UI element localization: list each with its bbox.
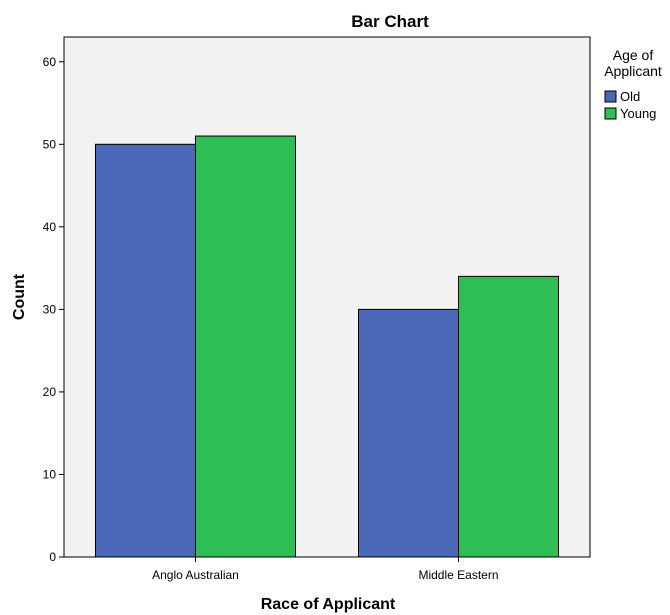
legend-swatch-old: [604, 90, 617, 103]
x-tick-label: Anglo Australian: [152, 568, 239, 582]
y-tick-label: 0: [49, 550, 56, 564]
bar-young-2: [458, 275, 559, 558]
bars: [95, 135, 559, 558]
legend: Age of Applicant Old Young: [604, 47, 662, 121]
bar-old-1: [95, 143, 196, 558]
y-tick-label: 60: [43, 55, 57, 69]
y-axis: 0 10 20 30 40 50 60: [43, 55, 64, 564]
y-tick-label: 40: [43, 220, 57, 234]
x-axis-title: Race of Applicant: [261, 596, 396, 613]
y-tick-label: 50: [43, 137, 57, 151]
x-axis: Anglo Australian Middle Eastern: [152, 557, 499, 582]
legend-swatch-young: [604, 107, 617, 120]
y-tick-label: 20: [43, 385, 57, 399]
y-axis-title: Count: [11, 273, 28, 320]
bar-old-2: [358, 308, 459, 558]
x-tick-label: Middle Eastern: [418, 568, 498, 582]
bar-young-1: [195, 135, 296, 558]
y-tick-label: 10: [43, 467, 57, 481]
legend-label-old: Old: [620, 89, 640, 104]
legend-title-line-2: Applicant: [604, 63, 662, 79]
y-tick-label: 30: [43, 302, 57, 316]
chart-title: Bar Chart: [351, 12, 429, 31]
legend-title-line-1: Age of: [613, 47, 654, 63]
legend-label-young: Young: [620, 106, 656, 121]
